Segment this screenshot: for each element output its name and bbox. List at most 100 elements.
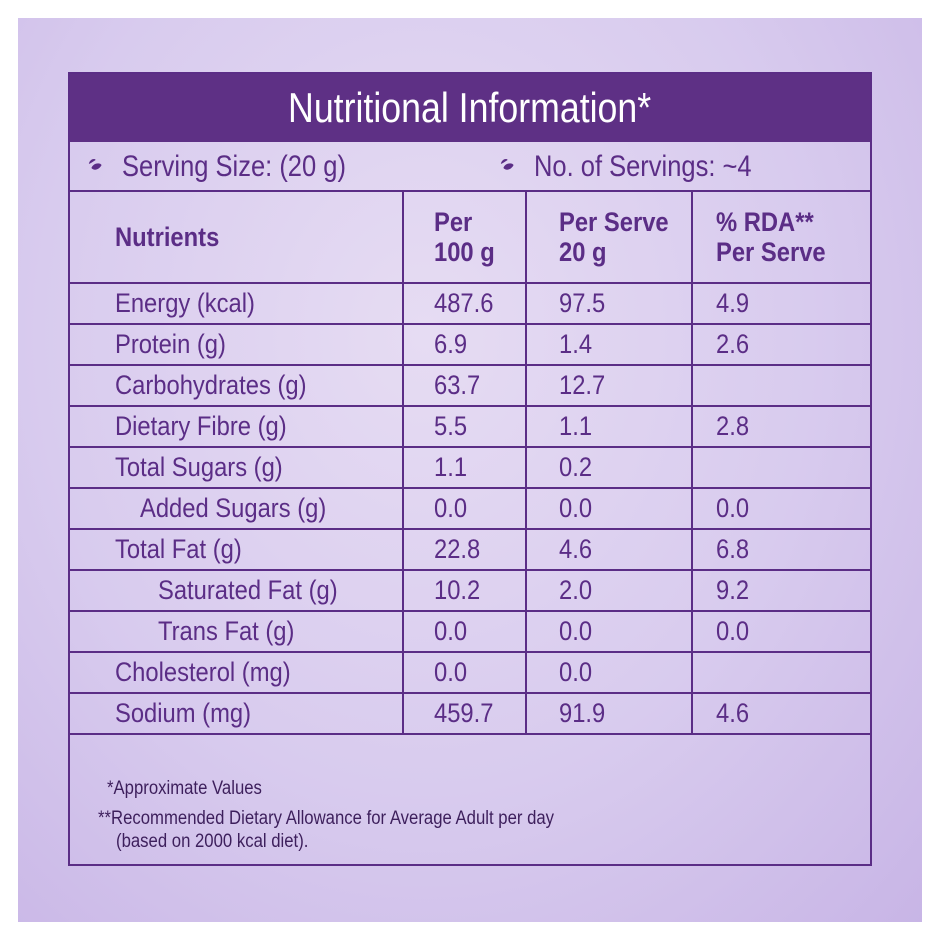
cell-name: Carbohydrates (g) [70,364,404,407]
cell-name: Energy (kcal) [70,282,404,325]
cell-per100: 0.0 [402,487,527,530]
cell-name: Total Sugars (g) [70,446,404,489]
serving-info-row: Serving Size: (20 g) No. of Servings: ~4 [70,142,870,192]
table-row: Energy (kcal) 487.6 97.5 4.9 [70,282,870,325]
cell-perServe: 4.6 [525,528,693,571]
cell-text: 487.6 [434,288,494,318]
cell-text: 1.1 [434,452,468,482]
cell-per100: 6.9 [402,323,527,366]
cell-rda: 2.6 [691,323,870,366]
cell-text: 459.7 [434,698,494,728]
cell-per100: 0.0 [402,651,527,694]
column-header-text: Per Serve [559,207,669,237]
cell-perServe: 91.9 [525,692,693,735]
cell-perServe: 12.7 [525,364,693,407]
cell-text: 22.8 [434,534,481,564]
cell-perServe: 0.0 [525,651,693,694]
cell-rda [691,364,870,407]
cell-per100: 63.7 [402,364,527,407]
cell-perServe: 0.2 [525,446,693,489]
cell-per100: 1.1 [402,446,527,489]
table-row: Saturated Fat (g) 10.2 2.0 9.2 [70,569,870,612]
column-header: Per 100 g [402,192,527,284]
cell-perServe: 0.0 [525,487,693,530]
nutrition-label: Nutritional Information* Serving Size: (… [68,72,872,866]
footnote-rda-basis: (based on 2000 kcal diet). [116,831,309,852]
cell-text: 63.7 [434,370,481,400]
cell-perServe: 0.0 [525,610,693,653]
cell-text: 0.2 [559,452,593,482]
cell-name: Dietary Fibre (g) [70,405,404,448]
cell-text: Saturated Fat (g) [158,575,338,605]
cell-perServe: 1.4 [525,323,693,366]
table-header: Nutrients Per 100 g Per Serve 20 g% RDA** Per… [70,192,870,284]
cell-rda [691,651,870,694]
column-header: Per Serve 20 g [525,192,693,284]
cell-rda: 4.6 [691,692,870,735]
table-row: Cholesterol (mg) 0.0 0.0 [70,651,870,694]
cell-text: 10.2 [434,575,481,605]
cell-per100: 0.0 [402,610,527,653]
footnote-rda: **Recommended Dietary Allowance for Aver… [98,808,555,829]
cell-text: 97.5 [559,288,606,318]
number-of-servings: No. of Servings: ~4 [500,142,752,192]
cell-text: 9.2 [716,575,750,605]
serving-size: Serving Size: (20 g) [88,142,346,192]
table-row: Total Sugars (g) 1.1 0.2 [70,446,870,489]
cell-text: Added Sugars (g) [140,493,327,523]
cell-text: Trans Fat (g) [158,616,295,646]
table-row: Protein (g) 6.9 1.4 2.6 [70,323,870,366]
column-header-text: Nutrients [115,222,220,252]
cell-per100: 459.7 [402,692,527,735]
cell-name: Cholesterol (mg) [70,651,404,694]
cell-name: Sodium (mg) [70,692,404,735]
cell-name: Total Fat (g) [70,528,404,571]
label-title: Nutritional Information* [70,74,870,142]
cell-text: 4.6 [716,698,750,728]
cell-text: Dietary Fibre (g) [115,411,287,441]
cell-text: 2.8 [716,411,750,441]
cell-per100: 10.2 [402,569,527,612]
cell-text: 4.6 [559,534,593,564]
cell-text: 0.0 [559,657,593,687]
cell-text: Carbohydrates (g) [115,370,307,400]
cell-text: 1.1 [559,411,593,441]
cell-perServe: 97.5 [525,282,693,325]
table-row: Sodium (mg) 459.7 91.9 4.6 [70,692,870,735]
cell-text: 5.5 [434,411,468,441]
footnote-approx: *Approximate Values [107,778,262,799]
cell-perServe: 1.1 [525,405,693,448]
cell-text: 1.4 [559,329,593,359]
cell-rda: 9.2 [691,569,870,612]
nutrition-table: Nutrients Per 100 g Per Serve 20 g% RDA** Per… [70,192,870,735]
cell-rda: 0.0 [691,610,870,653]
column-header-text: % RDA** [716,207,814,237]
table-row: Dietary Fibre (g) 5.5 1.1 2.8 [70,405,870,448]
cell-text: 0.0 [434,616,468,646]
cell-text: Total Fat (g) [115,534,242,564]
cell-rda: 2.8 [691,405,870,448]
column-header-text: 100 g [434,237,495,267]
cell-text: 2.0 [559,575,593,605]
cell-text: 12.7 [559,370,606,400]
cell-name: Saturated Fat (g) [70,569,404,612]
cell-rda [691,446,870,489]
cell-text: 0.0 [434,493,468,523]
column-header-text: 20 g [559,237,607,267]
cell-text: 0.0 [559,616,593,646]
cell-text: Cholesterol (mg) [115,657,291,687]
cell-text: 0.0 [434,657,468,687]
cell-per100: 487.6 [402,282,527,325]
cell-text: 0.0 [559,493,593,523]
table-row: Carbohydrates (g) 63.7 12.7 [70,364,870,407]
cell-rda: 6.8 [691,528,870,571]
table-row: Total Fat (g) 22.8 4.6 6.8 [70,528,870,571]
leaf-icon [500,159,514,170]
column-header: % RDA** Per Serve [691,192,870,284]
cell-rda: 0.0 [691,487,870,530]
cell-text: 6.9 [434,329,468,359]
column-header-text: Per [434,207,473,237]
leaf-icon [88,159,102,170]
cell-per100: 5.5 [402,405,527,448]
cell-text: 2.6 [716,329,750,359]
